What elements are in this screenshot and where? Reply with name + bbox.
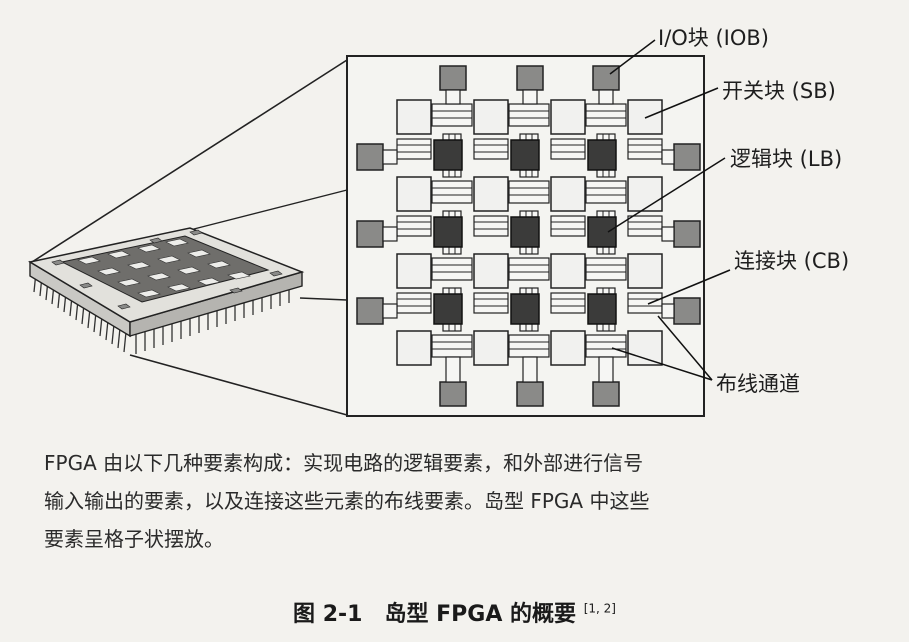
logic-block [587,216,617,248]
zoom-line-top [31,59,348,263]
iob-block [673,220,701,248]
iob-block [592,381,620,407]
zoom-line-bottom2 [129,354,348,416]
switch-block [550,330,586,366]
fpga-chip-package [27,227,305,354]
figure-title-text: 岛型 FPGA 的概要 [384,602,577,627]
switch-block [627,99,663,135]
figure-title: 图 2-1 岛型 FPGA 的概要 [1, 2] [0,596,909,628]
caption-line: 要素呈格子状摆放。 [44,527,224,551]
caption-text: FPGA 由以下几种要素构成：实现电路的逻辑要素，和外部进行信号 输入输出的要素… [44,444,874,558]
switch-block [550,99,586,135]
logic-block [433,293,463,325]
iob-block [356,143,384,171]
label-sb: 开关块 (SB) [722,79,836,103]
iob-block [516,381,544,407]
leader-lines [607,39,731,381]
switch-block [396,330,432,366]
label-lb: 逻辑块 (LB) [730,147,843,171]
switch-block [473,330,509,366]
switch-block [627,176,663,212]
iob-block [356,220,384,248]
logic-block [433,216,463,248]
fpga-diagram [27,39,731,417]
iob-block [439,381,467,407]
switch-block [473,99,509,135]
switch-block [550,176,586,212]
caption-line: FPGA 由以下几种要素构成：实现电路的逻辑要素，和外部进行信号 [44,451,644,475]
iob-block [356,297,384,325]
zoom-line-top2 [189,189,348,231]
switch-block [396,253,432,289]
switch-block [396,176,432,212]
logic-block [587,139,617,171]
switch-block [627,253,663,289]
label-iob: I/O块 (IOB) [658,26,769,50]
logic-block [510,139,540,171]
switch-block [473,253,509,289]
switch-block [627,330,663,366]
zoom-line-bottom [299,297,348,301]
logic-block [433,139,463,171]
iob-block [673,143,701,171]
iob-block [673,297,701,325]
iob-block [516,65,544,91]
logic-block [587,293,617,325]
switch-block [396,99,432,135]
figure-number: 图 2-1 [293,602,363,627]
iob-block [439,65,467,91]
logic-block [510,293,540,325]
logic-block [510,216,540,248]
switch-block [473,176,509,212]
figure-reference: [1, 2] [583,601,616,616]
caption-line: 输入输出的要素，以及连接这些元素的布线要素。岛型 FPGA 中这些 [44,489,650,513]
switch-block [550,253,586,289]
label-routing: 布线通道 [716,372,800,396]
fpga-zoom-panel [346,55,705,417]
label-cb: 连接块 (CB) [734,249,850,273]
